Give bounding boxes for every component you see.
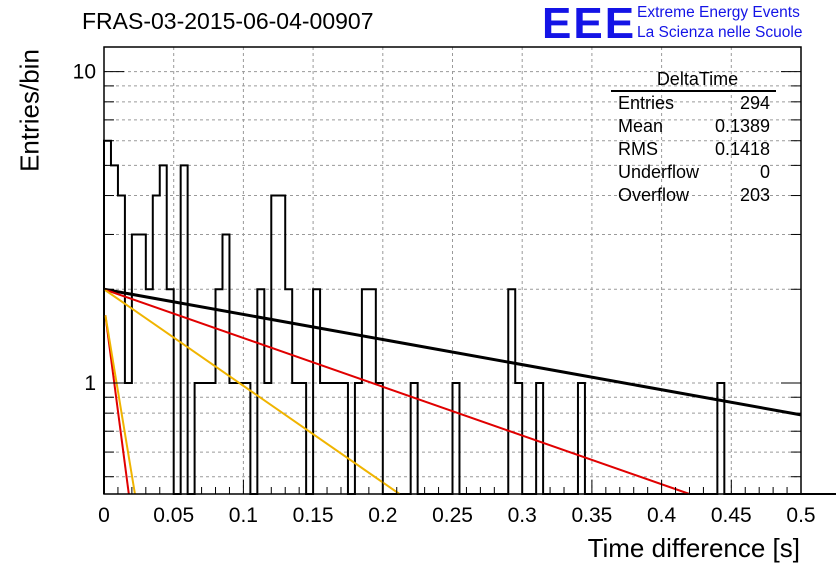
x-tick-label: 0.15: [293, 504, 334, 527]
stats-value: 0.1389: [714, 116, 770, 136]
x-tick-label: 0.2: [368, 504, 397, 527]
y-axis-label: Entries/bin: [14, 49, 45, 172]
org-name-line1: Extreme Energy Events: [637, 4, 800, 21]
fit-line-orange: [103, 288, 401, 495]
stats-row: Underflow 0: [611, 161, 776, 184]
stats-box: DeltaTime Entries 294 Mean 0.1389 RMS 0.141…: [611, 69, 776, 207]
fit-line-orange: [104, 315, 136, 495]
stats-label: Mean: [618, 116, 664, 136]
stats-label: Underflow: [618, 162, 700, 182]
x-tick-label: 0.35: [571, 504, 612, 527]
x-tick-label: 0: [98, 504, 110, 527]
fit-line-black: [103, 287, 802, 417]
x-tick-label: 0.5: [786, 504, 815, 527]
stats-value: 0.1418: [714, 139, 770, 159]
eee-logo: EEE: [542, 0, 637, 48]
fit-line-red: [103, 288, 690, 495]
fit-lines: [103, 287, 802, 495]
plot-title: FRAS-03-2015-06-04-00907: [82, 8, 374, 34]
histogram-outline: [103, 139, 836, 495]
stats-row: Overflow 203: [611, 184, 776, 207]
stats-row: RMS 0.1418: [611, 138, 776, 161]
x-tick-label: 0.4: [647, 504, 677, 527]
x-tick-label: 0.05: [153, 504, 194, 527]
org-name-line2: La Scienza nelle Scuole: [637, 24, 803, 41]
stats-value: 203: [739, 185, 770, 205]
y-tick-label: 10: [73, 61, 96, 84]
stats-title: DeltaTime: [611, 69, 776, 92]
x-tick-label: 0.3: [508, 504, 537, 527]
stats-row: Mean 0.1389: [611, 115, 776, 138]
stats-value: 0: [759, 162, 770, 182]
stats-label: RMS: [618, 139, 658, 159]
fit-line-red: [104, 315, 130, 495]
stats-value: 294: [739, 93, 770, 113]
stats-label: Entries: [618, 93, 675, 113]
x-tick-label: 0.1: [229, 504, 258, 527]
axis-tick-labels: 0 0.05 0.1 0.15 0.2 0.25 0.3 0.35 0.4 0.45 0.5 1 10: [73, 61, 816, 527]
x-tick-label: 0.25: [432, 504, 473, 527]
axis-ticks: [103, 71, 802, 494]
stats-row: Entries 294: [611, 92, 776, 115]
stats-label: Overflow: [618, 185, 690, 205]
x-tick-label: 0.45: [711, 504, 752, 527]
y-tick-label: 1: [84, 372, 96, 395]
histogram-bars: [103, 139, 836, 495]
x-axis-label: Time difference [s]: [587, 533, 800, 563]
